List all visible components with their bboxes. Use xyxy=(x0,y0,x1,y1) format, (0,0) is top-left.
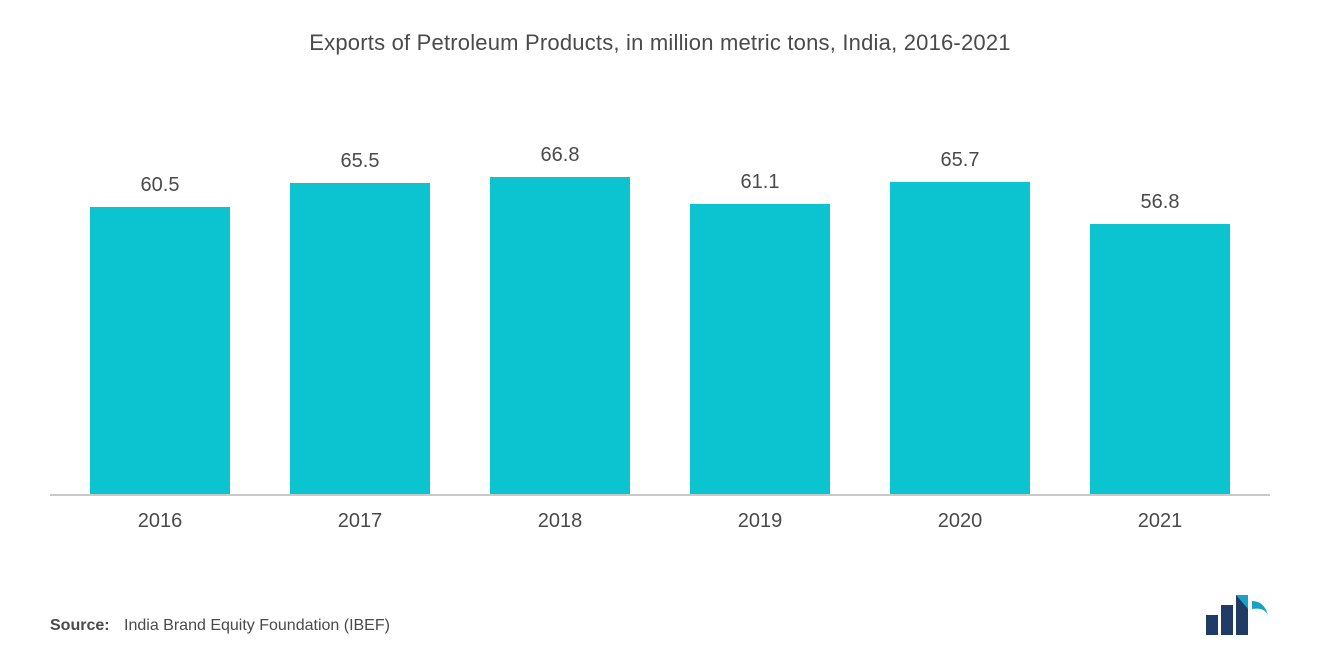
bar xyxy=(90,207,230,494)
value-label: 66.8 xyxy=(541,144,580,167)
value-label: 61.1 xyxy=(741,171,780,194)
source-line: Source: India Brand Equity Foundation (I… xyxy=(50,617,390,635)
chart-title: Exports of Petroleum Products, in millio… xyxy=(50,30,1270,56)
source-label: Source: xyxy=(50,617,110,634)
chart-container: Exports of Petroleum Products, in millio… xyxy=(0,0,1320,665)
brand-logo-icon xyxy=(1206,595,1270,635)
bar-group-0: 60.5 xyxy=(90,174,230,494)
chart-footer: Source: India Brand Equity Foundation (I… xyxy=(50,595,1270,635)
value-label: 65.5 xyxy=(341,150,380,173)
value-label: 60.5 xyxy=(141,174,180,197)
x-label: 2021 xyxy=(1090,510,1230,533)
x-label: 2020 xyxy=(890,510,1030,533)
x-label: 2018 xyxy=(490,510,630,533)
bar xyxy=(690,204,830,494)
bar xyxy=(290,183,430,494)
value-label: 65.7 xyxy=(941,149,980,172)
bar xyxy=(490,177,630,494)
bar xyxy=(890,182,1030,494)
x-label: 2016 xyxy=(90,510,230,533)
bar-group-1: 65.5 xyxy=(290,150,430,494)
value-label: 56.8 xyxy=(1141,191,1180,214)
bar-group-2: 66.8 xyxy=(490,144,630,494)
source-text: India Brand Equity Foundation (IBEF) xyxy=(124,617,390,634)
bar xyxy=(1090,224,1230,494)
bar-group-4: 65.7 xyxy=(890,149,1030,494)
x-axis-labels: 2016 2017 2018 2019 2020 2021 xyxy=(50,496,1270,533)
plot-area: 60.5 65.5 66.8 61.1 65.7 56.8 xyxy=(50,116,1270,496)
bar-group-3: 61.1 xyxy=(690,171,830,494)
x-label: 2017 xyxy=(290,510,430,533)
x-label: 2019 xyxy=(690,510,830,533)
bar-group-5: 56.8 xyxy=(1090,191,1230,494)
